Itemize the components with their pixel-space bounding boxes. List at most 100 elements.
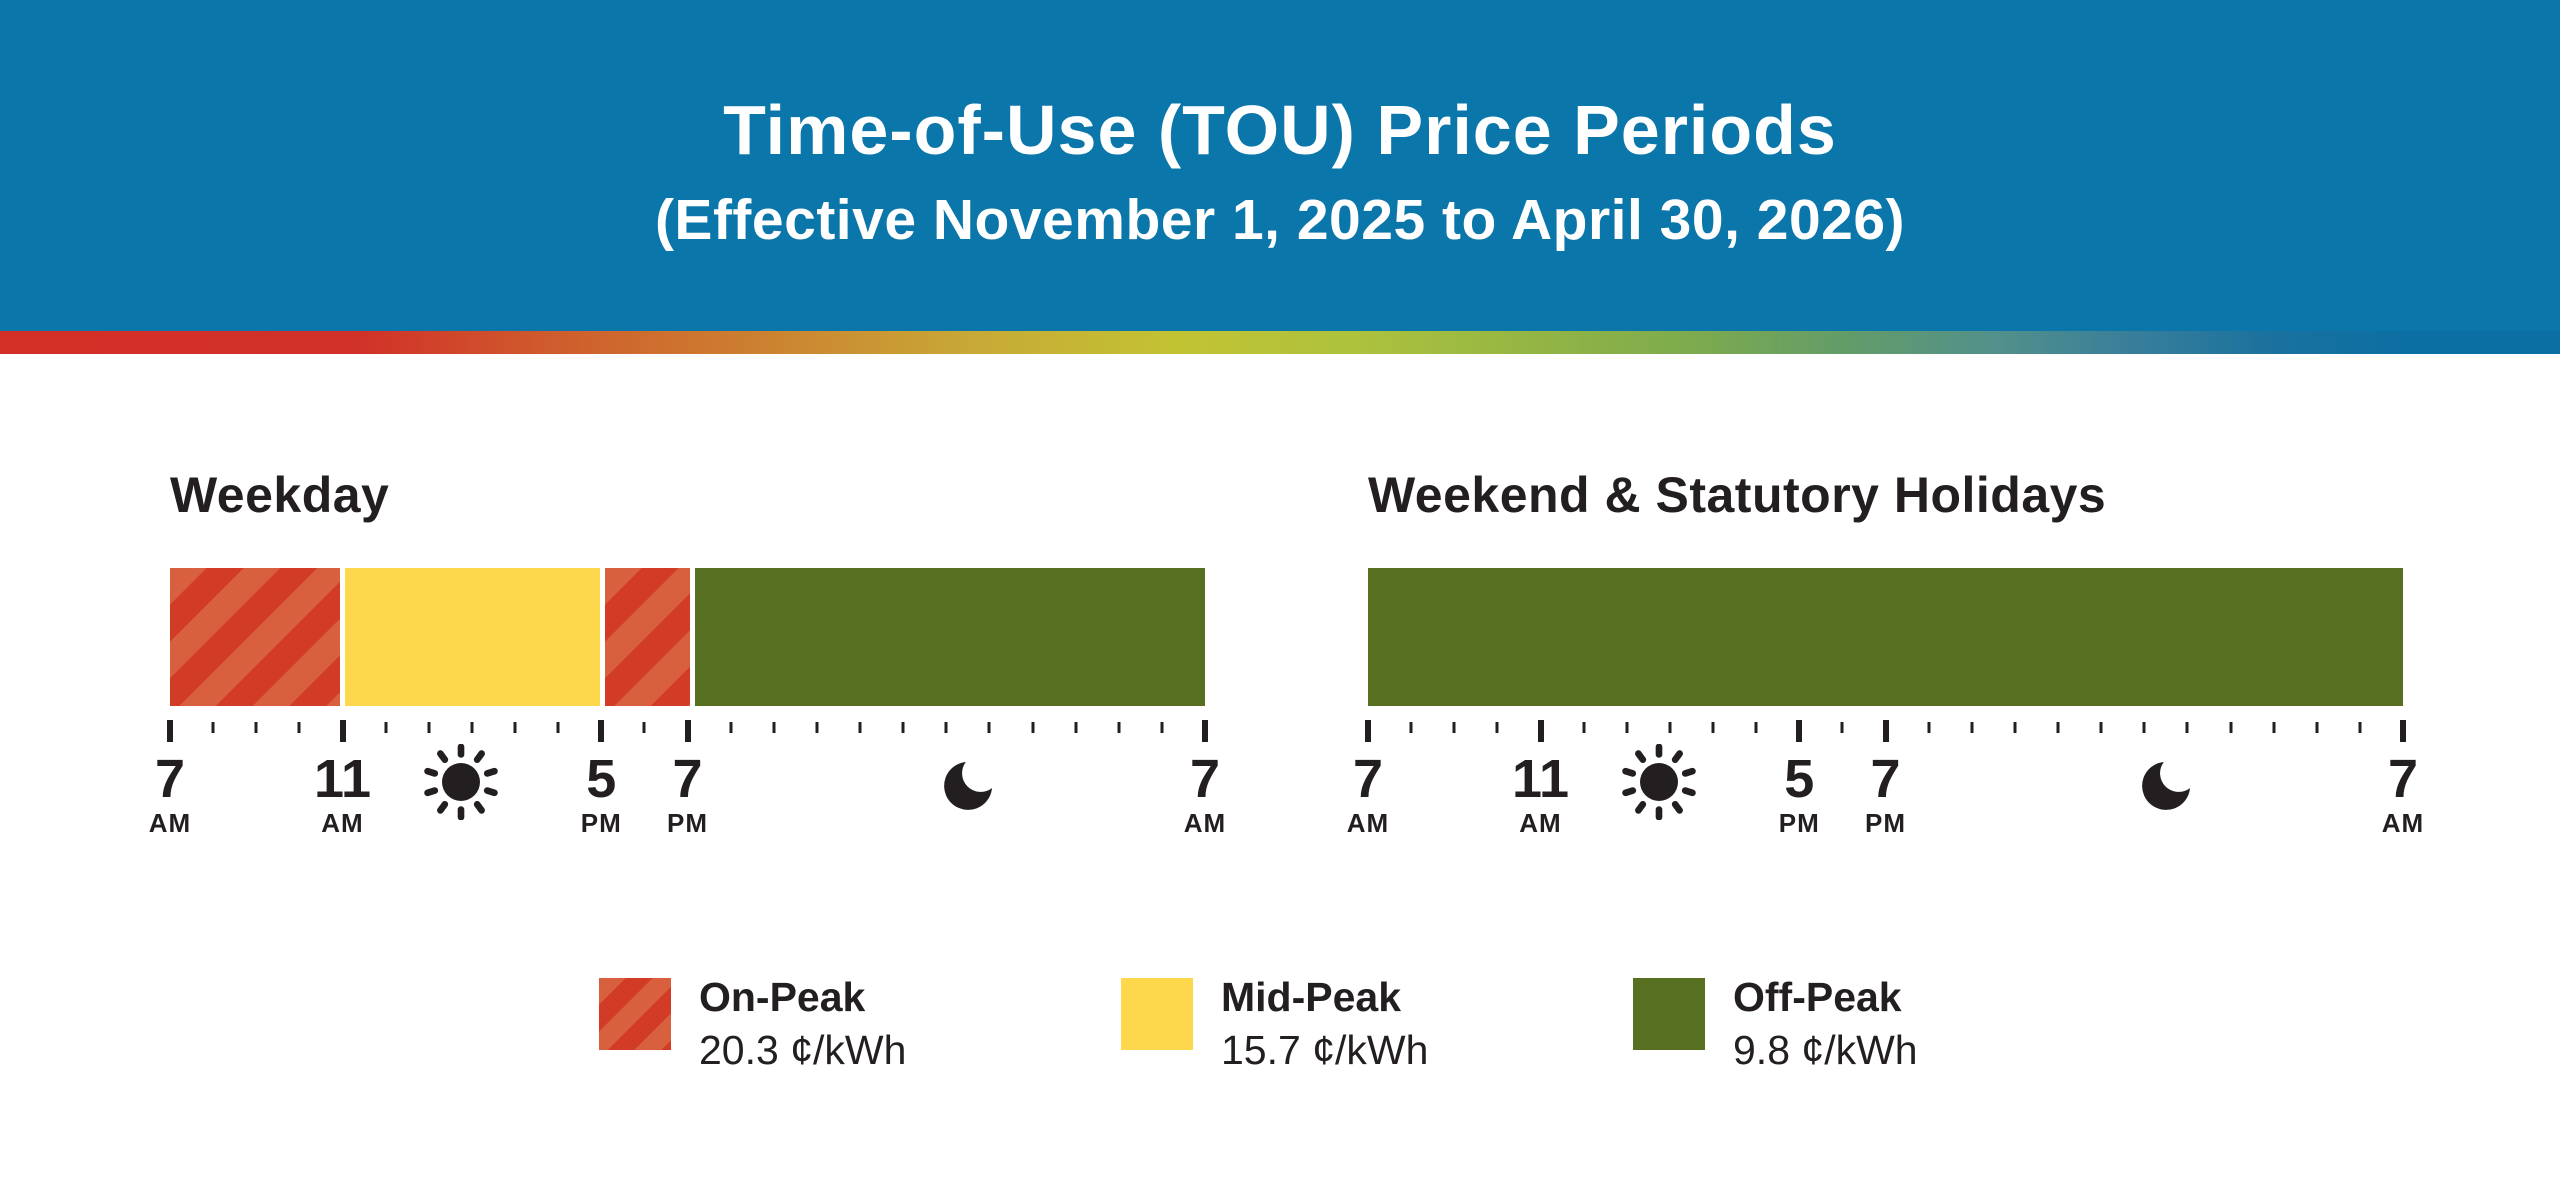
minor-tick [858,722,862,733]
major-tick [2400,720,2406,742]
axis-time-label: 7 PM [667,752,708,839]
page-subtitle: (Effective November 1, 2025 to April 30,… [654,188,1906,253]
minor-tick [2229,722,2232,733]
minor-tick [1495,722,1499,733]
axis-time-label: 5 PM [1779,752,1820,839]
moon-icon [936,754,1000,818]
minor-tick [470,722,474,733]
minor-tick [987,722,991,733]
time-meridiem: PM [1778,808,1820,838]
minor-tick [2099,722,2103,733]
sun-icon [423,743,499,821]
minor-tick [2358,722,2362,733]
minor-tick [2272,722,2276,733]
minor-tick [297,722,301,733]
time-number: 11 [1511,749,1570,809]
weekend-tou-bar [1368,568,2403,706]
time-number: 7 [154,749,186,809]
weekend-chart: Weekend & Statutory Holidays 7 AM 11 AM 5 PM 7… [1347,460,2423,900]
minor-tick [2013,722,2017,733]
axis-time-label: 7 AM [1184,752,1226,839]
legend-item-on-peak: On-Peak 20.3 ¢/kWh [599,974,907,1074]
minor-tick [1074,722,1078,733]
minor-tick [1582,722,1586,733]
major-tick [684,720,691,742]
minor-tick [815,722,819,733]
time-number: 7 [672,749,703,809]
minor-tick [2056,722,2060,733]
minor-tick [2315,722,2319,733]
minor-tick [427,722,431,733]
sun-icon [1621,743,1697,821]
header-banner: Time-of-Use (TOU) Price Periods (Effecti… [0,0,2560,331]
weekend-axis-ticks [1365,720,2406,744]
legend-swatch-mid-peak [1121,978,1193,1050]
major-tick [1796,720,1803,742]
time-meridiem: PM [667,808,708,838]
major-tick [1882,720,1889,742]
major-tick [598,720,605,742]
weekend-chart-title: Weekend & Statutory Holidays [1368,467,2107,523]
time-meridiem: PM [580,808,622,838]
time-meridiem: AM [1519,808,1562,838]
weekday-chart-title: Weekday [170,467,390,523]
legend-label: Off-Peak [1733,974,1902,1020]
axis-time-label: 5 PM [581,752,622,839]
axis-time-label: 11 AM [314,752,371,839]
minor-tick [729,722,733,733]
rainbow-divider [0,331,2560,354]
time-number: 7 [1870,749,1901,809]
legend-item-off-peak: Off-Peak 9.8 ¢/kWh [1633,974,1918,1074]
moon-icon [2134,754,2198,818]
minor-tick [1625,722,1629,733]
weekday-chart: Weekday 7 AM 11 AM 5 PM 7 PM 7 AM [149,460,1225,900]
minor-tick [211,722,215,733]
minor-tick [254,722,258,733]
minor-tick [2142,722,2146,733]
time-meridiem: AM [2381,808,2425,838]
bar-segment-mid-peak [345,568,600,706]
minor-tick [1754,722,1758,733]
page-title: Time-of-Use (TOU) Price Periods [723,90,1837,169]
legend-label: Mid-Peak [1221,974,1401,1020]
minor-tick [642,722,646,733]
time-meridiem: PM [1865,808,1906,838]
time-number: 7 [1189,749,1221,809]
time-number: 5 [1784,749,1815,809]
weekend-axis-labels: 7 AM 11 AM 5 PM 7 PM 7 AM [1347,743,2423,882]
minor-tick [1840,722,1844,733]
legend-rate: 20.3 ¢/kWh [699,1027,907,1074]
major-tick [1365,720,1371,742]
minor-tick [2185,722,2189,733]
legend: On-Peak 20.3 ¢/kWh Mid-Peak 15.7 ¢/kWh Off-P… [0,974,2560,1115]
weekday-tou-bar [170,568,1205,706]
legend-rate: 15.7 ¢/kWh [1221,1027,1429,1074]
time-meridiem: AM [1346,808,1390,838]
minor-tick [1970,722,1974,733]
minor-tick [556,722,560,733]
time-number: 11 [313,749,372,809]
legend-swatch-on-peak [599,978,671,1050]
axis-time-label: 7 AM [1347,752,1389,839]
legend-rate: 9.8 ¢/kWh [1733,1027,1918,1074]
time-number: 7 [2387,749,2419,809]
minor-tick [1117,722,1121,733]
bar-segment-on-peak [170,568,340,706]
legend-label: On-Peak [699,974,866,1020]
axis-time-label: 7 AM [149,752,191,839]
time-meridiem: AM [148,808,192,838]
minor-tick [1927,722,1931,733]
major-tick [167,720,173,742]
legend-swatch-off-peak [1633,978,1705,1050]
legend-item-mid-peak: Mid-Peak 15.7 ¢/kWh [1121,974,1429,1074]
minor-tick [1160,722,1164,733]
minor-tick [1409,722,1413,733]
major-tick [1537,720,1544,742]
bar-segment-off-peak [695,568,1205,706]
major-tick [1202,720,1208,742]
time-meridiem: AM [321,808,364,838]
minor-tick [772,722,776,733]
bar-segment-off-peak [1368,568,2403,706]
axis-time-label: 11 AM [1512,752,1569,839]
